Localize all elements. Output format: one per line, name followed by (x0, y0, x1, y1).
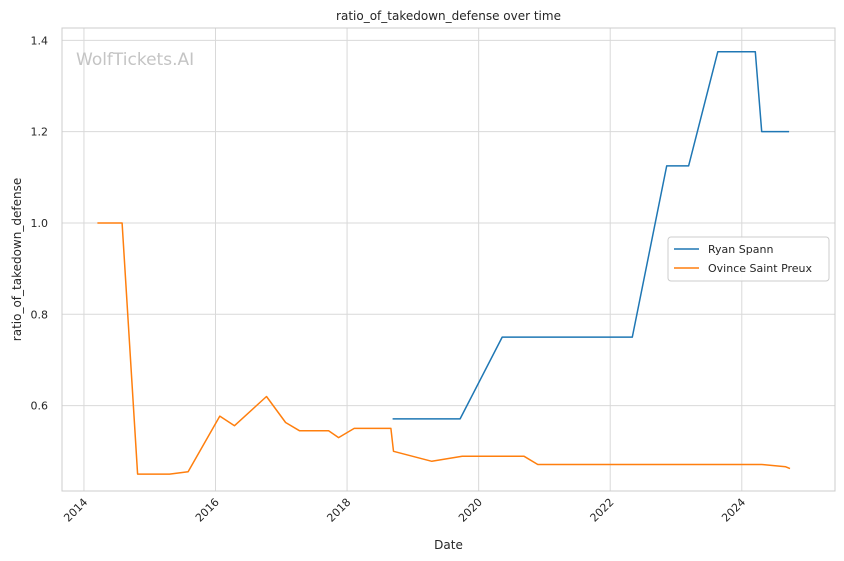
series-line-ovince-saint-preux (97, 222, 791, 475)
y-tick-label: 1.2 (31, 126, 49, 139)
watermark-text: WolfTickets.AI (76, 50, 194, 70)
legend-label-ryan-spann: Ryan Spann (708, 243, 773, 256)
legend-box (667, 236, 830, 282)
x-axis-title: Date (434, 538, 463, 552)
y-axis-title: ratio_of_takedown_defense (10, 178, 24, 341)
plot-area-frame (61, 27, 836, 492)
series-line-ryan-spann (392, 50, 790, 420)
y-tick-label: 1.0 (31, 217, 49, 230)
series-layer (97, 50, 791, 475)
legend-label-ovince-saint-preux: Ovince Saint Preux (708, 262, 813, 275)
legend: Ryan Spann Ovince Saint Preux (667, 236, 830, 282)
chart-title: ratio_of_takedown_defense over time (336, 9, 561, 23)
y-tick-label: 0.6 (31, 400, 49, 413)
grid (62, 28, 835, 491)
y-tick-label: 1.4 (31, 34, 49, 47)
y-tick-label: 0.8 (31, 308, 49, 321)
